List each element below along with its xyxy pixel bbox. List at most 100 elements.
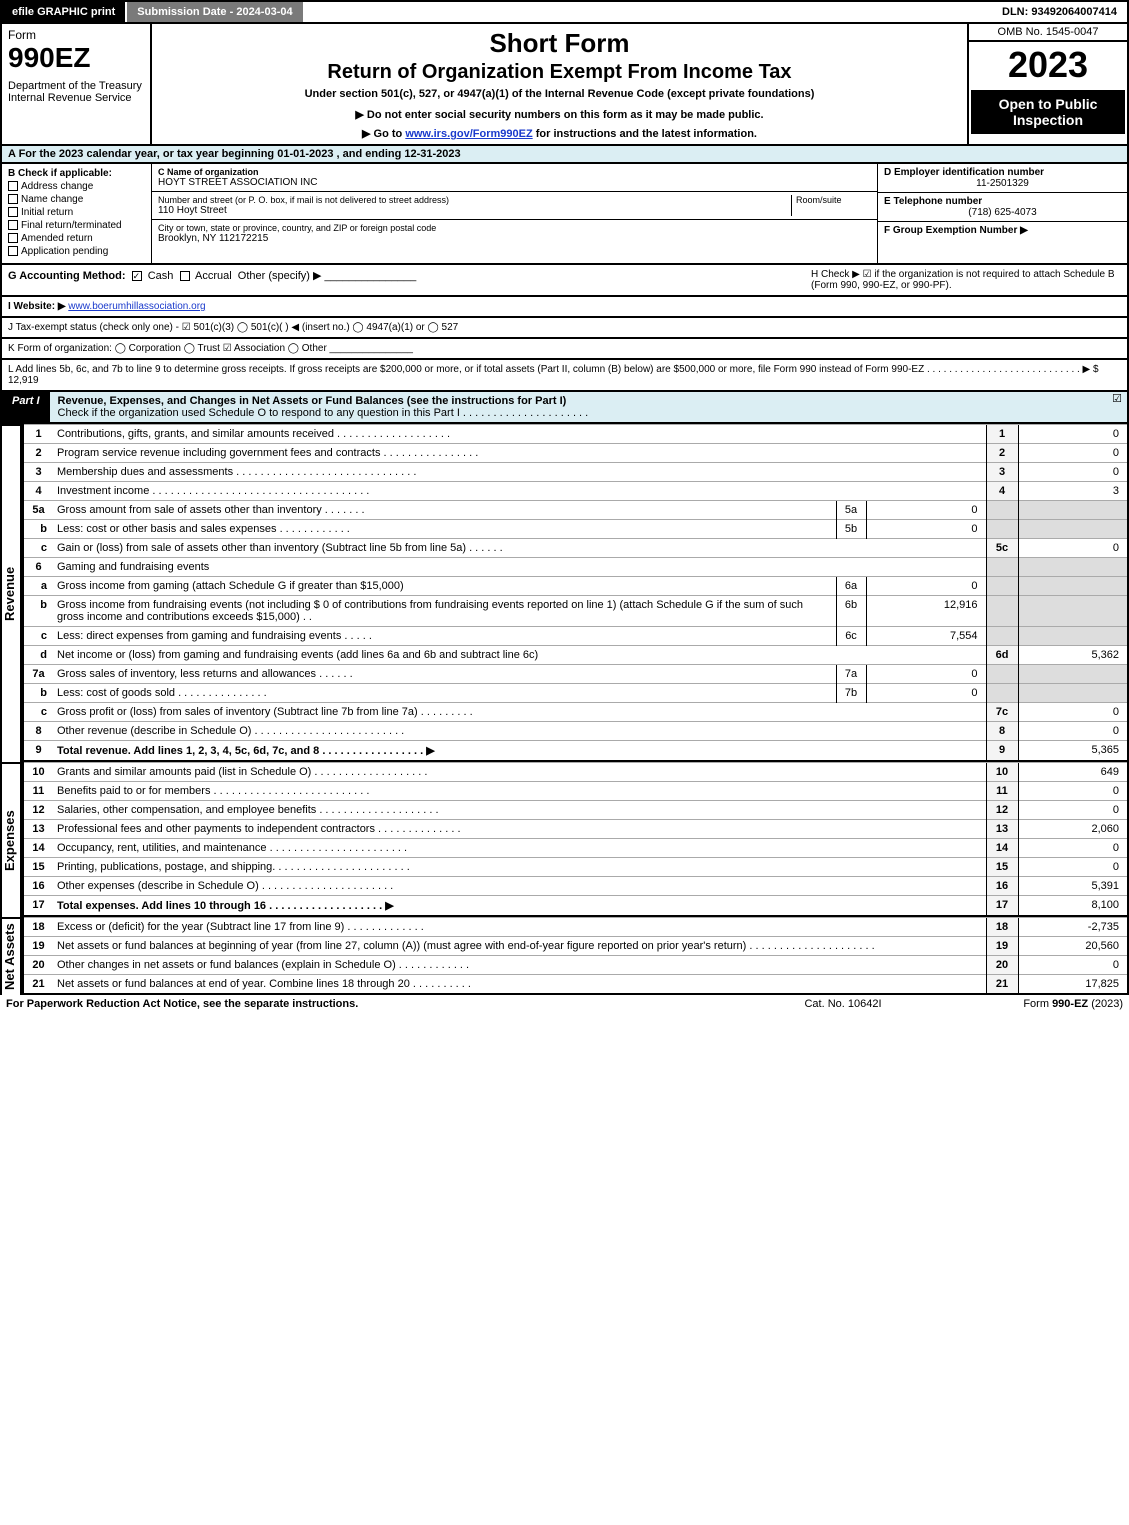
line-2: 2Program service revenue including gover…: [23, 444, 1128, 463]
g-label: G Accounting Method:: [8, 270, 126, 282]
line-6c: cLess: direct expenses from gaming and f…: [23, 627, 1128, 646]
h-schedule-b: H Check ▶ ☑ if the organization is not r…: [811, 269, 1121, 291]
line-6b: bGross income from fundraising events (n…: [23, 596, 1128, 627]
dln-value: 93492064007414: [1031, 6, 1117, 18]
department: Department of the Treasury Internal Reve…: [8, 80, 144, 104]
b-item-5: Application pending: [21, 246, 108, 257]
e-value: (718) 625-4073: [884, 207, 1121, 218]
col-c: C Name of organization HOYT STREET ASSOC…: [152, 164, 877, 263]
j-text: J Tax-exempt status (check only one) - ☑…: [8, 322, 458, 333]
b-item-3: Final return/terminated: [21, 220, 122, 231]
topbar-fill: [303, 2, 992, 22]
c-room-label: Room/suite: [796, 195, 871, 205]
line-20: 20Other changes in net assets or fund ba…: [23, 956, 1128, 975]
b-amended-return[interactable]: Amended return: [8, 233, 145, 244]
netassets-table: 18Excess or (deficit) for the year (Subt…: [22, 917, 1129, 995]
col-def: D Employer identification number 11-2501…: [877, 164, 1127, 263]
a-begin: 01-01-2023: [277, 148, 333, 160]
b-address-change[interactable]: Address change: [8, 181, 145, 192]
dln-label: DLN:: [1002, 6, 1031, 18]
footer-r-a: Form: [1023, 998, 1052, 1010]
part-i-sub: Check if the organization used Schedule …: [58, 407, 589, 419]
l-amount: 12,919: [8, 375, 39, 386]
line-10: 10Grants and similar amounts paid (list …: [23, 763, 1128, 782]
form-word: Form: [8, 28, 144, 42]
d-label: D Employer identification number: [884, 167, 1121, 178]
line-11: 11Benefits paid to or for members . . . …: [23, 782, 1128, 801]
g-accrual-check[interactable]: [180, 271, 190, 281]
line-5c: cGain or (loss) from sale of assets othe…: [23, 539, 1128, 558]
b-initial-return[interactable]: Initial return: [8, 207, 145, 218]
row-gh: G Accounting Method: Cash Accrual Other …: [0, 265, 1129, 297]
b-item-2: Initial return: [21, 207, 73, 218]
c-addr-row: Number and street (or P. O. box, if mail…: [152, 192, 877, 220]
line-7a: 7aGross sales of inventory, less returns…: [23, 665, 1128, 684]
footer-r-b: 990-EZ: [1052, 998, 1088, 1010]
b-item-1: Name change: [21, 194, 83, 205]
b-name-change[interactable]: Name change: [8, 194, 145, 205]
footer-left: For Paperwork Reduction Act Notice, see …: [6, 998, 743, 1010]
row-j: J Tax-exempt status (check only one) - ☑…: [0, 318, 1129, 339]
line-12: 12Salaries, other compensation, and empl…: [23, 801, 1128, 820]
a-end: 12-31-2023: [404, 148, 460, 160]
line-17: 17Total expenses. Add lines 10 through 1…: [23, 896, 1128, 917]
f-group: F Group Exemption Number ▶: [878, 222, 1127, 239]
l9-desc: Total revenue. Add lines 1, 2, 3, 4, 5c,…: [57, 745, 435, 757]
website-link[interactable]: www.boerumhillassociation.org: [68, 301, 205, 312]
col-b: B Check if applicable: Address change Na…: [2, 164, 152, 263]
g-accrual: Accrual: [195, 270, 232, 282]
line-1: 1Contributions, gifts, grants, and simil…: [23, 425, 1128, 444]
e-label: E Telephone number: [884, 196, 1121, 207]
e-phone: E Telephone number (718) 625-4073: [878, 193, 1127, 222]
sub3-a: ▶ Go to: [362, 128, 405, 140]
irs-link[interactable]: www.irs.gov/Form990EZ: [405, 128, 532, 140]
short-form-title: Short Form: [162, 28, 957, 59]
b-final-return[interactable]: Final return/terminated: [8, 220, 145, 231]
submission-date-label: Submission Date -: [137, 6, 236, 18]
line-3: 3Membership dues and assessments . . . .…: [23, 463, 1128, 482]
part-i-header: Part I Revenue, Expenses, and Changes in…: [0, 392, 1129, 424]
revenue-side-label: Revenue: [0, 424, 22, 762]
row-i: I Website: ▶ www.boerumhillassociation.o…: [0, 297, 1129, 318]
submission-date: Submission Date - 2024-03-04: [127, 2, 302, 22]
line-19: 19Net assets or fund balances at beginni…: [23, 937, 1128, 956]
h-text2: (Form 990, 990-EZ, or 990-PF).: [811, 280, 1121, 291]
b-item-4: Amended return: [21, 233, 93, 244]
part-i-title: Revenue, Expenses, and Changes in Net As…: [50, 392, 1107, 422]
b-header: B Check if applicable:: [8, 168, 145, 179]
line-5a: 5aGross amount from sale of assets other…: [23, 501, 1128, 520]
b-item-0: Address change: [21, 181, 93, 192]
b-application-pending[interactable]: Application pending: [8, 246, 145, 257]
expenses-side-label: Expenses: [0, 762, 22, 917]
g-cash-check[interactable]: [132, 271, 142, 281]
l-text: L Add lines 5b, 6c, and 7b to line 9 to …: [8, 364, 1099, 375]
row-a-label: A For the 2023 calendar year, or tax yea…: [8, 148, 461, 160]
row-k: K Form of organization: ◯ Corporation ◯ …: [0, 339, 1129, 360]
row-l: L Add lines 5b, 6c, and 7b to line 9 to …: [0, 360, 1129, 392]
footer-cat: Cat. No. 10642I: [743, 998, 943, 1010]
line-18: 18Excess or (deficit) for the year (Subt…: [23, 918, 1128, 937]
header-left: Form 990EZ Department of the Treasury In…: [2, 24, 152, 144]
form-number: 990EZ: [8, 42, 144, 74]
sub3-b: for instructions and the latest informat…: [533, 128, 757, 140]
a-text-a: A For the 2023 calendar year, or tax yea…: [8, 148, 277, 160]
g-other: Other (specify) ▶: [238, 270, 322, 282]
efile-print-button[interactable]: efile GRAPHIC print: [2, 2, 127, 22]
part-i-tag: Part I: [2, 392, 50, 422]
g-cash: Cash: [148, 270, 174, 282]
subtitle-2: ▶ Do not enter social security numbers o…: [162, 108, 957, 121]
part-i-check[interactable]: ☑: [1107, 392, 1127, 422]
row-a: A For the 2023 calendar year, or tax yea…: [0, 146, 1129, 164]
i-label: I Website: ▶: [8, 301, 66, 312]
line-7c: cGross profit or (loss) from sales of in…: [23, 703, 1128, 722]
expenses-section: Expenses 10Grants and similar amounts pa…: [0, 762, 1129, 917]
f-label: F Group Exemption Number ▶: [884, 225, 1121, 236]
line-4: 4Investment income . . . . . . . . . . .…: [23, 482, 1128, 501]
part-i-title-text: Revenue, Expenses, and Changes in Net As…: [58, 395, 567, 407]
c-addr-label: Number and street (or P. O. box, if mail…: [158, 195, 791, 205]
a-text-b: , and ending: [333, 148, 404, 160]
footer-r-c: (2023): [1088, 998, 1123, 1010]
c-name-value: HOYT STREET ASSOCIATION INC: [158, 177, 871, 188]
footer: For Paperwork Reduction Act Notice, see …: [0, 995, 1129, 1013]
g-accounting: G Accounting Method: Cash Accrual Other …: [8, 269, 811, 291]
